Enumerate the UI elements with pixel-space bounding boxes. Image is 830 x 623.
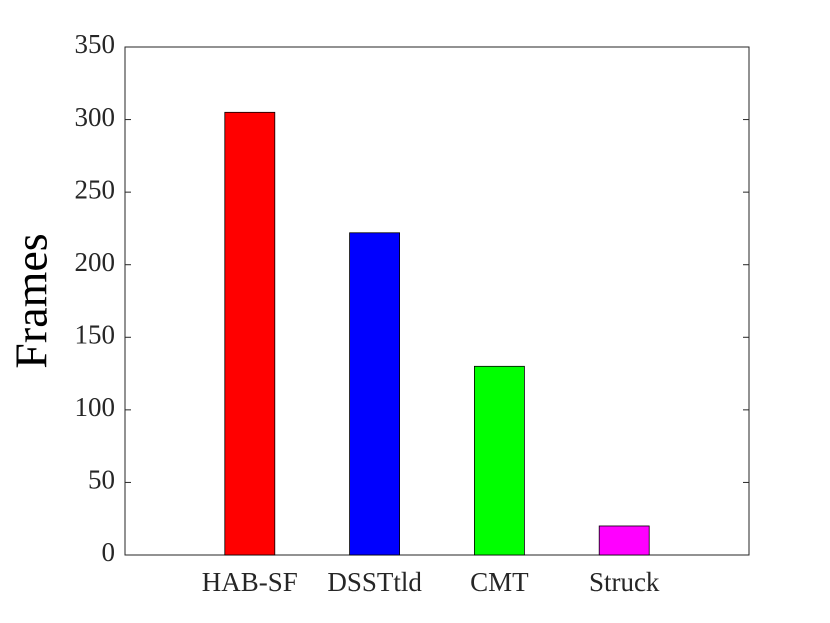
x-tick-label: HAB-SF — [202, 567, 298, 597]
y-tick-label: 100 — [75, 392, 116, 422]
x-tick-label: DSSTtld — [327, 567, 422, 597]
y-tick-label: 350 — [75, 29, 116, 59]
bar — [224, 111, 276, 556]
y-tick-label: 50 — [88, 465, 115, 495]
y-tick-label: 200 — [75, 247, 116, 277]
y-axis-label: Frames — [6, 233, 57, 368]
x-tick-label: Struck — [589, 567, 660, 597]
y-tick-label: 150 — [75, 319, 116, 349]
bar — [349, 232, 401, 556]
y-tick-label: 0 — [102, 537, 116, 567]
bar — [598, 525, 650, 556]
plot-frame — [124, 46, 750, 556]
y-tick-label: 300 — [75, 102, 116, 132]
x-tick-label: CMT — [470, 567, 529, 597]
y-tick-label: 250 — [75, 174, 116, 204]
bar — [473, 365, 525, 556]
